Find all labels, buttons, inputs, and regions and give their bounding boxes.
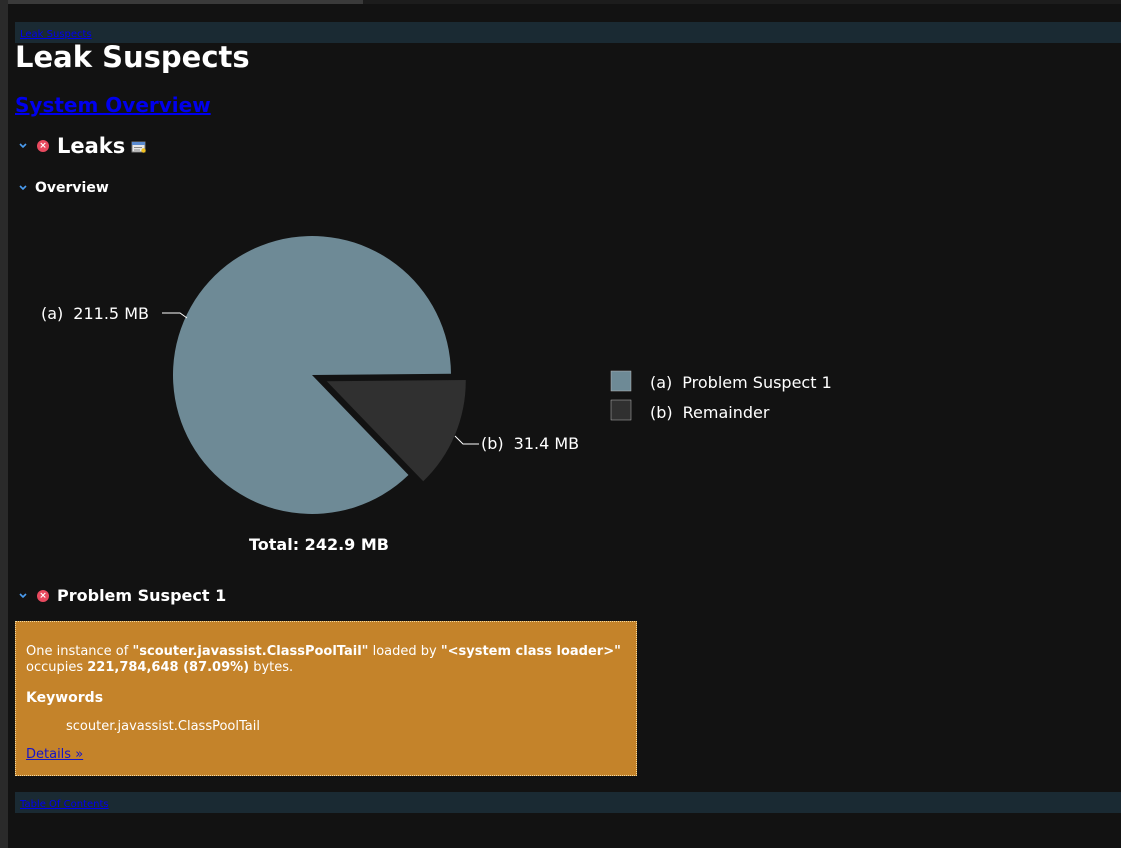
legend-swatch-b xyxy=(610,399,632,421)
desc-prefix: One instance of xyxy=(26,644,133,659)
legend-entry-b: (b) Remainder xyxy=(650,403,770,422)
desc-suffix: bytes. xyxy=(249,660,294,675)
system-overview-link[interactable]: System Overview xyxy=(15,93,211,117)
chevron-down-icon[interactable] xyxy=(15,138,31,154)
pie-leader-line-a xyxy=(162,312,188,319)
desc-occupies: occupies xyxy=(26,660,88,675)
pie-slice-a xyxy=(173,235,451,514)
chevron-down-icon[interactable] xyxy=(15,180,31,196)
error-icon: × xyxy=(37,589,49,602)
leak-pie-chart: (a) 211.5 MB (b) 31.4 MB Total: 242.9 MB (… xyxy=(41,235,832,554)
suspect-class-name: "scouter.javassist.ClassPoolTail" xyxy=(132,644,369,659)
table-of-contents-link[interactable]: Table Of Contents xyxy=(20,799,109,810)
pie-slice-label-a: (a) 211.5 MB xyxy=(41,304,149,323)
desc-middle: loaded by xyxy=(368,644,441,659)
details-link[interactable]: Details » xyxy=(26,747,84,762)
suspect-class-loader: "<system class loader>" xyxy=(440,644,621,659)
keywords-title: Keywords xyxy=(26,690,104,706)
suspect-description: One instance of "scouter.javassist.Class… xyxy=(26,644,626,676)
legend-swatch-a xyxy=(610,370,632,392)
pie-leader-line-b xyxy=(454,435,479,445)
details-icon[interactable] xyxy=(131,139,147,153)
active-tab-indicator xyxy=(8,0,363,4)
keyword-value: scouter.javassist.ClassPoolTail xyxy=(66,719,260,734)
overview-title: Overview xyxy=(35,180,109,196)
window-left-edge xyxy=(0,0,8,848)
problem-suspect-title: Problem Suspect 1 xyxy=(57,586,227,605)
pie-slice-b xyxy=(326,379,466,482)
overview-section-header: Overview xyxy=(15,180,109,196)
page-title: Leak Suspects xyxy=(15,40,250,74)
bottom-nav-bar: Table Of Contents xyxy=(15,792,1121,813)
leak-suspects-nav-link[interactable]: Leak Suspects xyxy=(20,29,92,40)
chevron-down-icon[interactable] xyxy=(15,588,31,604)
problem-suspect-box: One instance of "scouter.javassist.Class… xyxy=(15,621,637,776)
error-icon: × xyxy=(37,140,49,152)
pie-slice-label-b: (b) 31.4 MB xyxy=(481,434,579,453)
pie-total-label: Total: 242.9 MB xyxy=(249,535,389,554)
leaks-section-header: × Leaks xyxy=(15,134,147,158)
problem-suspect-section-header: × Problem Suspect 1 xyxy=(15,586,226,605)
legend-entry-a: (a) Problem Suspect 1 xyxy=(650,373,832,392)
suspect-size: 221,784,648 (87.09%) xyxy=(87,660,250,675)
leaks-title: Leaks xyxy=(57,134,126,158)
window-top-strip xyxy=(0,0,1121,4)
top-nav-bar: Leak Suspects xyxy=(15,22,1121,43)
